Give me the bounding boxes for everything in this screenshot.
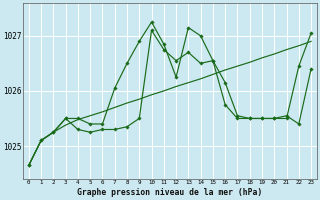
X-axis label: Graphe pression niveau de la mer (hPa): Graphe pression niveau de la mer (hPa) [77, 188, 263, 197]
